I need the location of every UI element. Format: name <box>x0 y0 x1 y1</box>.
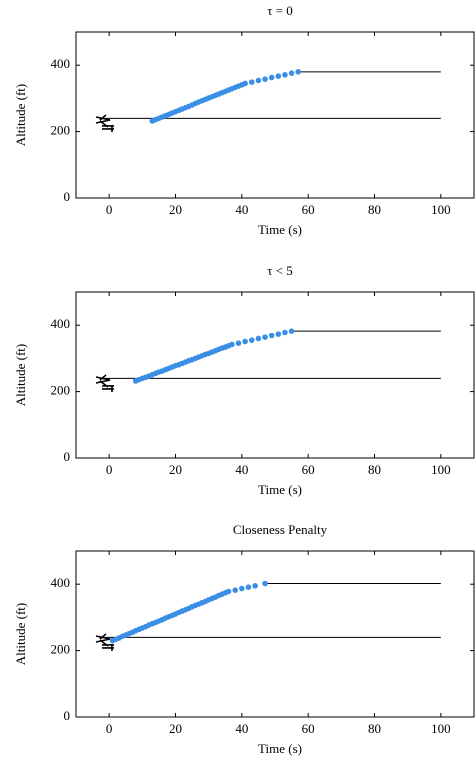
point <box>232 587 238 593</box>
point <box>242 80 248 87</box>
point <box>255 335 262 342</box>
chart-title: τ = 0 <box>267 3 293 18</box>
point <box>262 76 268 82</box>
x-axis-label: Time (s) <box>258 482 302 497</box>
point <box>239 585 245 592</box>
aircraft-icon <box>95 114 114 132</box>
point <box>282 329 288 336</box>
x-tick-label: 100 <box>431 202 451 217</box>
point <box>288 70 295 76</box>
x-tick-label: 0 <box>106 462 113 477</box>
point <box>229 341 235 348</box>
point <box>268 332 275 339</box>
point <box>295 69 302 75</box>
y-tick-label: 0 <box>64 189 71 204</box>
point <box>288 328 295 334</box>
x-tick-label: 20 <box>169 202 182 217</box>
x-tick-label: 40 <box>235 202 248 217</box>
point <box>268 74 275 81</box>
x-tick-label: 40 <box>235 721 248 736</box>
aircraft-icon <box>95 633 114 651</box>
point <box>282 72 288 78</box>
point <box>248 337 255 343</box>
chart-title: Closeness Penalty <box>233 522 328 537</box>
x-tick-label: 100 <box>431 721 451 736</box>
plot-frame <box>75 291 475 459</box>
x-axis-label: Time (s) <box>258 222 302 237</box>
point <box>262 334 268 340</box>
x-tick-label: 80 <box>368 721 381 736</box>
y-tick-label: 200 <box>51 383 71 398</box>
y-tick-label: 200 <box>51 123 71 138</box>
plot-frame <box>75 31 475 199</box>
point <box>255 77 262 84</box>
y-tick-label: 400 <box>51 56 71 71</box>
point <box>252 583 258 589</box>
x-tick-label: 60 <box>302 721 315 736</box>
y-axis-label: Altitude (ft) <box>13 84 28 146</box>
x-tick-label: 100 <box>431 462 451 477</box>
y-tick-label: 400 <box>51 316 71 331</box>
point <box>275 73 282 79</box>
y-axis-label: Altitude (ft) <box>13 344 28 406</box>
x-tick-label: 0 <box>106 721 113 736</box>
point <box>275 331 282 337</box>
x-tick-label: 60 <box>302 462 315 477</box>
x-tick-label: 20 <box>169 462 182 477</box>
x-tick-label: 80 <box>368 202 381 217</box>
point <box>235 340 242 346</box>
chart-title: τ < 5 <box>267 263 293 278</box>
point <box>262 580 268 587</box>
point <box>248 79 255 85</box>
y-tick-label: 0 <box>64 449 71 464</box>
x-tick-label: 0 <box>106 202 113 217</box>
point <box>225 588 232 595</box>
x-tick-label: 60 <box>302 202 315 217</box>
x-tick-label: 80 <box>368 462 381 477</box>
point <box>245 584 252 590</box>
y-tick-label: 200 <box>51 642 71 657</box>
plot-frame <box>75 550 475 718</box>
x-axis-label: Time (s) <box>258 741 302 756</box>
point <box>242 338 248 345</box>
y-tick-label: 0 <box>64 708 71 723</box>
aircraft-icon <box>95 374 114 392</box>
y-axis-label: Altitude (ft) <box>13 603 28 665</box>
x-tick-label: 40 <box>235 462 248 477</box>
x-tick-label: 20 <box>169 721 182 736</box>
y-tick-label: 400 <box>51 575 71 590</box>
